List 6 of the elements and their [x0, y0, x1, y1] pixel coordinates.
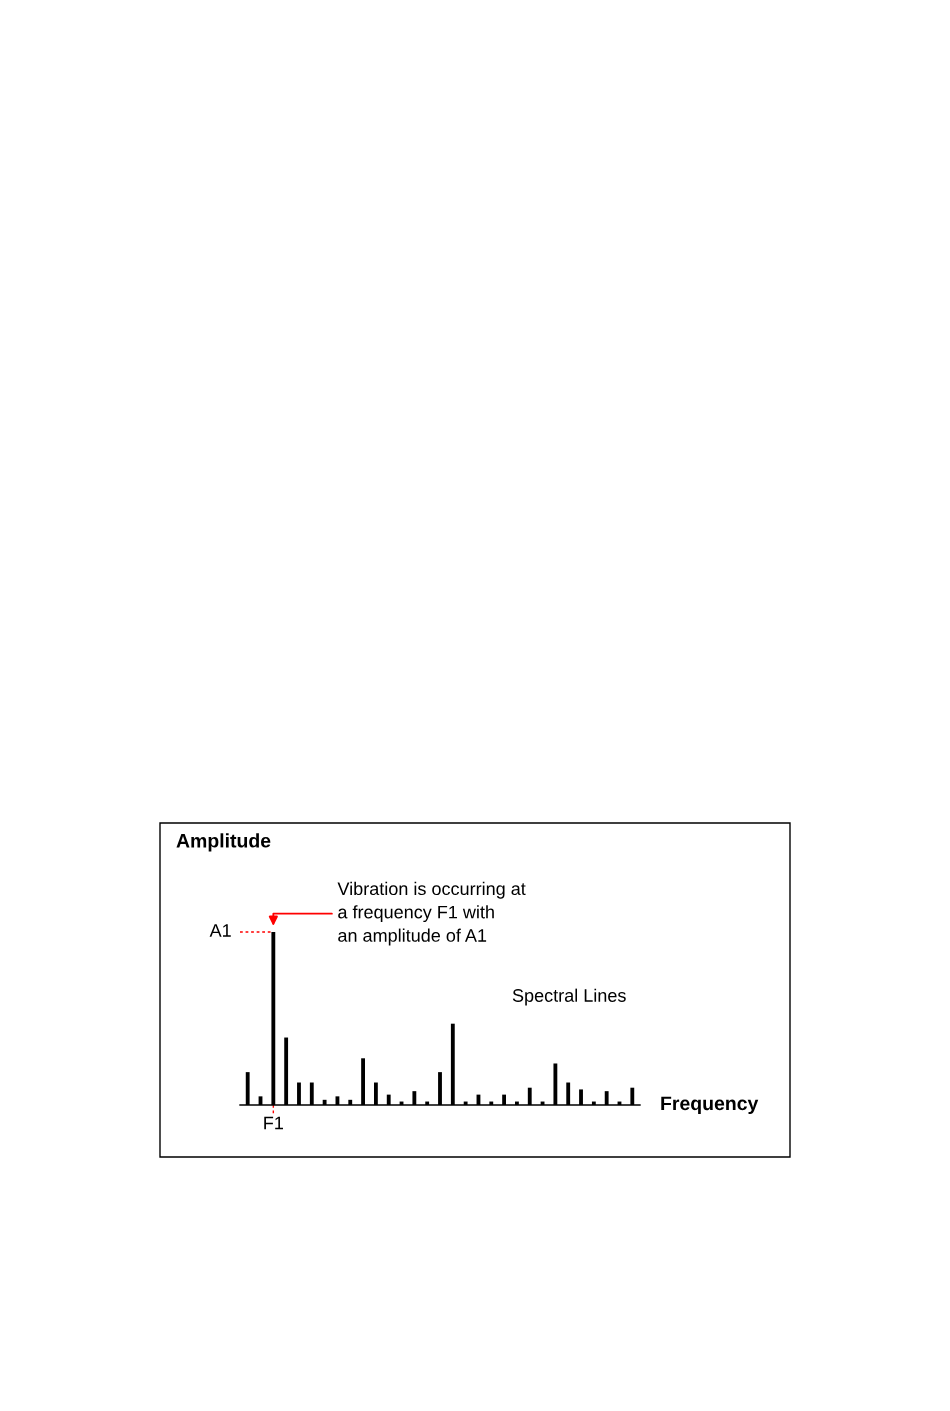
annotation: Vibration is occurring at a frequency F1 with an amplitude of A1	[337, 881, 526, 946]
x-axis-title: Frequency	[661, 1096, 759, 1115]
x-tick-label: F1	[264, 1116, 283, 1130]
y-axis-title: Amplitude	[176, 833, 271, 852]
annotation: Spectral Lines	[512, 988, 626, 1006]
annotation: A1	[209, 924, 231, 937]
